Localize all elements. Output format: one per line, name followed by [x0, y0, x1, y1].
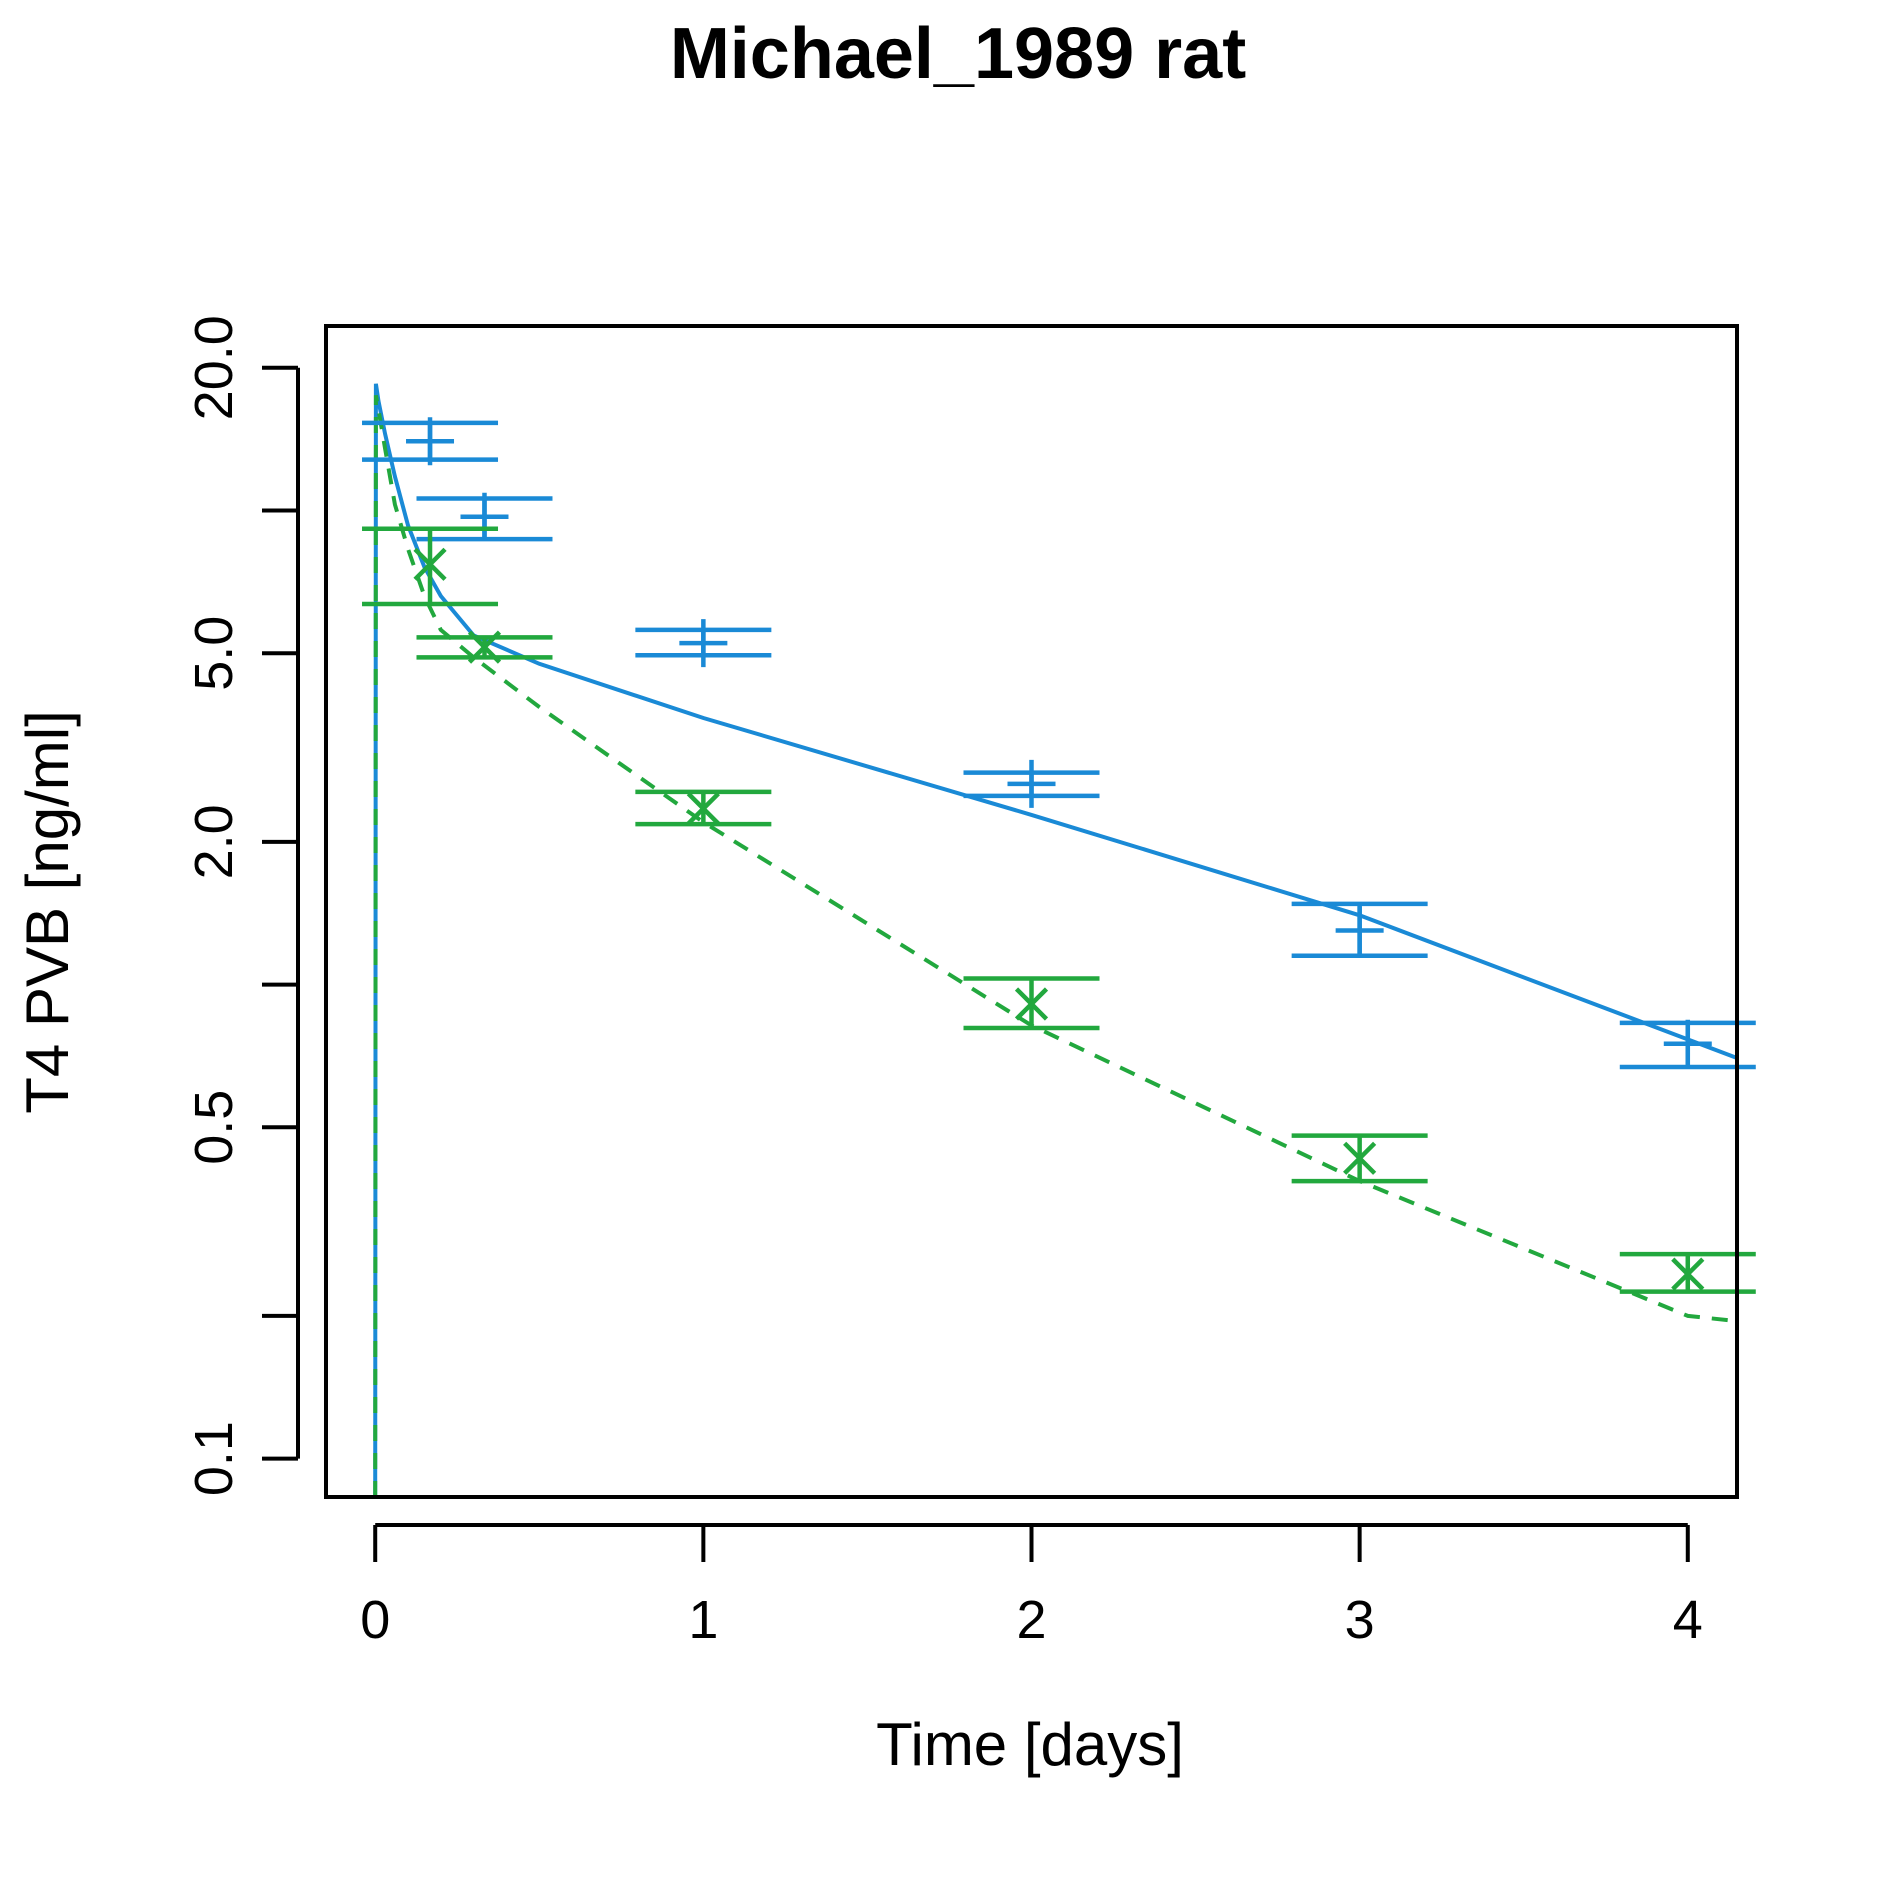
x-marker [1014, 987, 1049, 1021]
data-point [635, 789, 772, 827]
fit-curve-solid [373, 383, 1738, 1498]
fit-curve-dashed [373, 394, 1738, 1498]
x-tick-label: 0 [360, 1590, 390, 1650]
plot-frame [324, 324, 1739, 1499]
chart-title: Michael_1989 rat [670, 14, 1246, 94]
data-point [1619, 1251, 1756, 1294]
data-point [1291, 1133, 1428, 1184]
x-marker [413, 547, 447, 581]
data-point [1619, 1019, 1756, 1070]
x-marker [686, 792, 720, 826]
data-point [963, 759, 1100, 808]
data-point [362, 526, 499, 607]
x-marker [1343, 1141, 1377, 1175]
x-tick-label: 1 [688, 1590, 718, 1650]
x-tick-label: 2 [1016, 1590, 1046, 1650]
y-tick-label: 2.0 [184, 804, 244, 879]
data-point [362, 417, 499, 466]
x-tick-label: 4 [1673, 1590, 1703, 1650]
y-tick-label: 0.5 [184, 1090, 244, 1165]
data-points [362, 417, 1756, 1294]
data-point [1291, 901, 1428, 959]
axes: 0 1 2 3 4 0.1 0.5 2.0 5.0 20.0 [184, 315, 1703, 1650]
data-point [635, 619, 772, 668]
x-marker [467, 630, 502, 664]
fitted-curves [373, 383, 1738, 1498]
y-tick-label: 20.0 [184, 315, 244, 420]
data-point [416, 630, 553, 664]
data-point [963, 976, 1100, 1031]
y-tick-label: 5.0 [184, 616, 244, 691]
y-axis-label: T4 PVB [ng/ml] [14, 710, 81, 1113]
y-tick-label: 0.1 [184, 1421, 244, 1496]
data-point [416, 492, 553, 542]
x-tick-label: 3 [1345, 1590, 1375, 1650]
x-marker [1671, 1257, 1705, 1291]
x-axis-label: Time [days] [876, 1711, 1184, 1778]
